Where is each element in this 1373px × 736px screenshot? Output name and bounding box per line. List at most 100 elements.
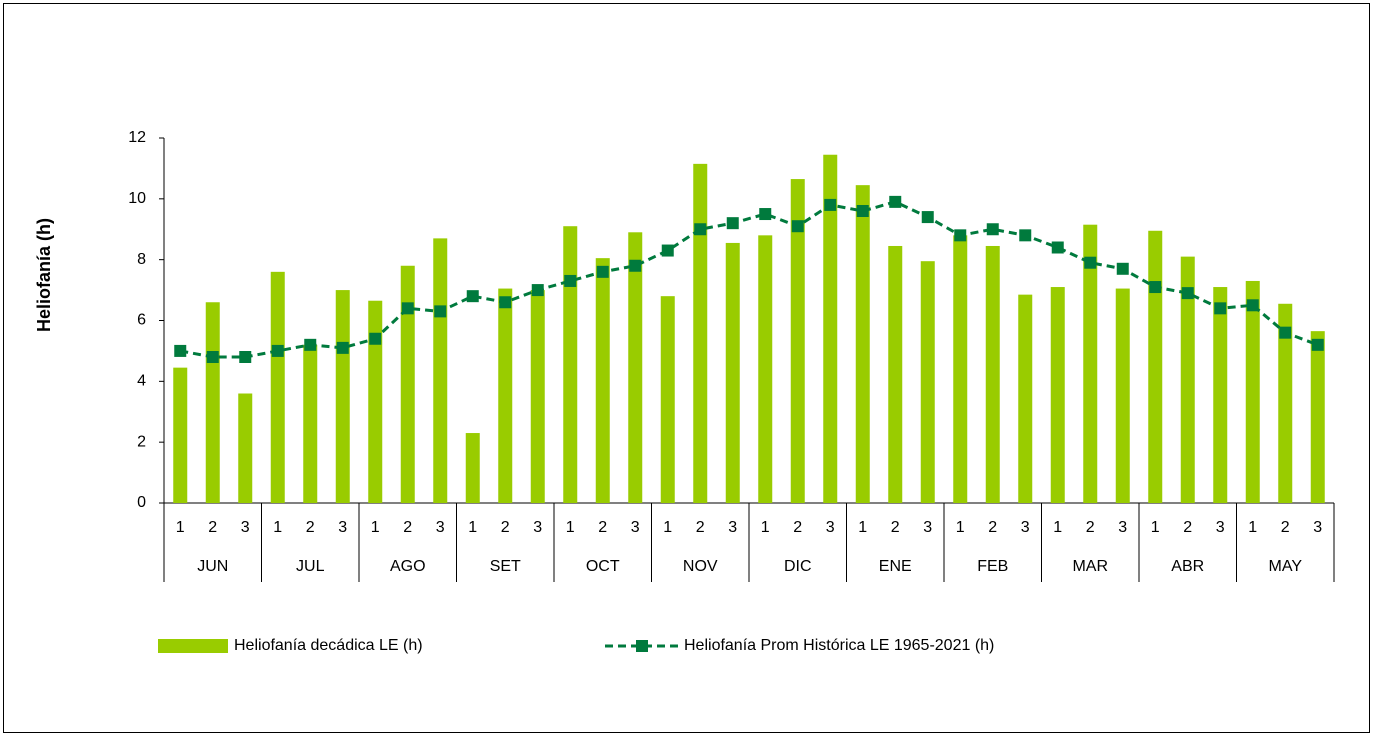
line-marker [759,208,772,221]
x-tick-label: 3 [241,519,250,536]
line-marker [1311,338,1324,351]
group-label: ENE [879,558,912,575]
x-tick-label: 2 [1281,519,1290,536]
line-marker [564,274,577,287]
legend-label: Heliofanía decádica LE (h) [234,637,423,654]
x-tick-label: 3 [631,519,640,536]
x-tick-label: 2 [403,519,412,536]
x-tick-label: 3 [728,519,737,536]
bar [758,235,773,504]
line-marker [856,205,869,217]
group-label: JUL [296,558,325,575]
y-tick-label: 4 [137,373,146,390]
line-marker [1279,326,1292,339]
line-marker [596,265,609,278]
group-label: ABR [1171,558,1204,575]
bar [1213,287,1228,503]
bar [985,245,1000,503]
line-marker [401,302,414,315]
bar [920,261,935,503]
line-marker [824,198,837,211]
group-label: FEB [977,558,1008,575]
bar [888,245,903,503]
x-tick-label: 1 [1151,519,1160,536]
x-tick-label: 2 [793,519,802,536]
bar [1310,331,1325,503]
legend-marker [636,640,648,652]
x-tick-label: 1 [468,519,477,536]
bar [790,179,805,503]
bar [1115,288,1130,503]
bar [693,163,708,503]
y-tick-label: 12 [128,129,146,146]
x-tick-label: 2 [891,519,900,536]
bar [368,300,383,503]
group-label: SET [490,558,521,575]
x-tick-label: 3 [533,519,542,536]
x-tick-label: 2 [208,519,217,536]
line-marker [921,211,934,224]
x-tick-label: 1 [273,519,282,536]
bar [238,393,253,503]
bar [303,344,318,503]
y-tick-label: 2 [137,433,146,450]
group-label: AGO [390,558,426,575]
bar [1245,280,1260,503]
group-label: OCT [586,558,620,575]
bar [1180,256,1195,503]
line-marker [889,195,902,208]
x-tick-label: 3 [923,519,932,536]
y-axis-title: Heliofanía (h) [34,218,54,332]
x-tick-label: 3 [436,519,445,536]
line-marker [954,229,967,242]
line-marker [1181,287,1194,300]
line-marker [629,259,642,272]
line-marker [434,305,447,318]
x-tick-label: 3 [1313,519,1322,536]
bar [1018,294,1033,503]
x-tick-label: 1 [663,519,672,536]
bar [953,235,968,504]
bar [1278,303,1293,503]
bar [563,226,578,504]
line-marker [1149,281,1162,294]
group-label: DIC [784,558,812,575]
group-label: JUN [197,558,228,575]
line-marker [271,344,284,357]
bar [335,290,350,503]
line-marker [694,223,707,236]
line [179,200,1319,359]
line-marker [1051,241,1064,254]
x-tick-label: 3 [338,519,347,536]
bar [855,185,870,504]
bar [270,271,285,503]
bar [725,242,740,503]
line-marker [1116,262,1129,275]
y-tick-label: 10 [128,190,146,207]
x-tick-label: 1 [1248,519,1257,536]
x-tick-label: 1 [176,519,185,536]
y-tick-label: 8 [137,251,146,268]
x-tick-label: 3 [1216,519,1225,536]
bar [1050,287,1065,503]
line-marker [1019,229,1032,242]
line-marker [726,217,739,230]
bar [498,288,513,503]
x-tick-label: 1 [858,519,867,536]
bar [1148,230,1163,504]
x-tick-label: 1 [371,519,380,536]
bar [205,302,220,503]
line-marker [1084,256,1097,269]
x-tick-label: 3 [1021,519,1030,536]
group-label: NOV [683,558,718,575]
bar [400,265,415,503]
x-tick-label: 2 [501,519,510,536]
line-marker [531,284,544,297]
x-tick-label: 2 [988,519,997,536]
line-marker [986,223,999,236]
x-tick-label: 3 [826,519,835,536]
x-tick-label: 1 [956,519,965,536]
bar [823,154,838,503]
bar [433,238,448,503]
